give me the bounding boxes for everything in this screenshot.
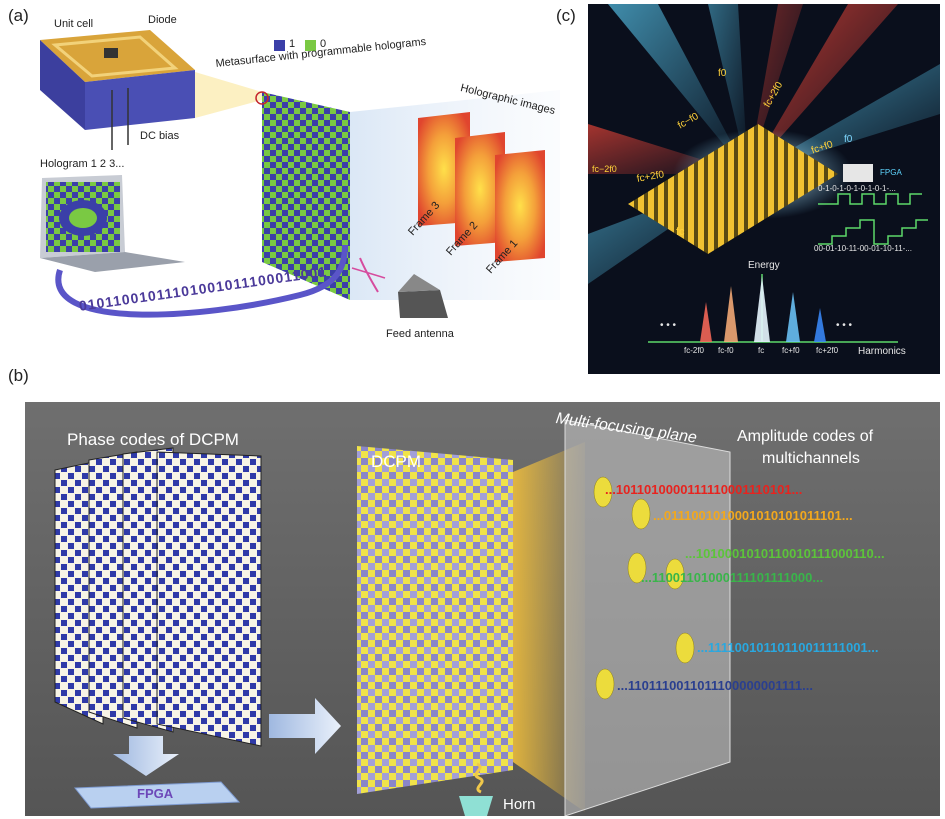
axis-label-fc-f0: fc-f0 — [718, 346, 734, 355]
axis-label-fc: fc — [758, 346, 765, 355]
unit-cell-illustration — [40, 30, 195, 150]
sequence-2: 00-01-10-11-00-01-10-11-... — [814, 244, 912, 253]
f0-right-label: f0 — [844, 134, 853, 145]
code-line-3: ...1010001010110010111000110... — [685, 546, 885, 561]
beam-fc-minus-2f0: fc−2f0 — [592, 164, 617, 174]
metasurface-board-c — [628, 124, 838, 254]
panel-a-label: (a) — [8, 6, 29, 25]
focusing-plane — [564, 419, 731, 816]
axis-label-fc-plus-f0: fc+f0 — [782, 346, 800, 355]
hologram-label: Hologram 1 2 3... — [40, 158, 125, 170]
control-cable — [55, 244, 348, 318]
code-line-2: ...0111001010001010101011101... — [653, 508, 853, 523]
panel-b-illustration — [54, 419, 731, 816]
panel-c: FPGA f0 f0 fc fc−f0 fc+2f0 fc+f0 fc+2f0 … — [588, 4, 940, 374]
fpga-label-b: FPGA — [137, 786, 174, 801]
panel-c-illustration — [588, 4, 940, 343]
sequence-1: 0-1-0-1-0-1-0-1-0-1-... — [818, 184, 896, 193]
code-line-4: ...11001101000111101111000... — [641, 570, 824, 585]
code-line-1: ...1011010000111110001110101... — [605, 482, 803, 497]
fpga-label-c: FPGA — [880, 168, 902, 177]
dots-right: • • • — [836, 320, 853, 331]
panel-c-label: (c) — [556, 6, 576, 25]
metasurface-board — [262, 92, 350, 300]
diode-label: Diode — [148, 14, 177, 26]
horn-label: Horn — [503, 796, 536, 813]
legend-bit-1-swatch — [274, 40, 285, 51]
holographic-frames — [418, 112, 545, 262]
fc-label: fc — [676, 226, 685, 238]
energy-label: Energy — [748, 260, 780, 271]
f0-top-label: f0 — [718, 68, 727, 79]
amplitude-codes-label-2: multichannels — [762, 450, 860, 467]
amplitude-codes-label-1: Amplitude codes of — [737, 428, 874, 445]
code-line-5: ...11110010110110011111001... — [697, 640, 879, 655]
panel-a-illustration — [40, 30, 560, 318]
dots-left: • • • — [660, 320, 677, 331]
legend-bit-1-label: 1 — [289, 38, 296, 50]
spectrum-peaks — [700, 276, 826, 342]
focal-spots — [593, 476, 695, 700]
feed-antenna-label: Feed antenna — [386, 328, 454, 340]
legend-bit-0-label: 0 — [320, 38, 327, 50]
fpga-chip — [843, 164, 873, 182]
dcpm-board — [357, 446, 513, 794]
legend-bit-0-swatch — [305, 40, 316, 51]
panel-a — [0, 0, 560, 360]
axis-label-fc-plus-2f0: fc+2f0 — [816, 346, 839, 355]
phase-codes-label: Phase codes of DCPM — [67, 430, 239, 449]
axis-label-fc-2f0: fc-2f0 — [684, 346, 705, 355]
dc-bias-label: DC bias — [140, 130, 180, 142]
unit-cell-label: Unit cell — [54, 18, 94, 30]
dcpm-label: DCPM — [371, 452, 422, 471]
panel-b-label: (b) — [8, 366, 29, 385]
feed-antenna-shape — [398, 274, 448, 318]
code-line-6: ...1101110011011100000001111... — [617, 678, 813, 693]
panel-b: Phase codes of DCPM FPGA DCPM Multi-focu… — [25, 402, 940, 816]
laptop-illustration — [40, 175, 185, 272]
harmonics-label: Harmonics — [858, 346, 906, 357]
